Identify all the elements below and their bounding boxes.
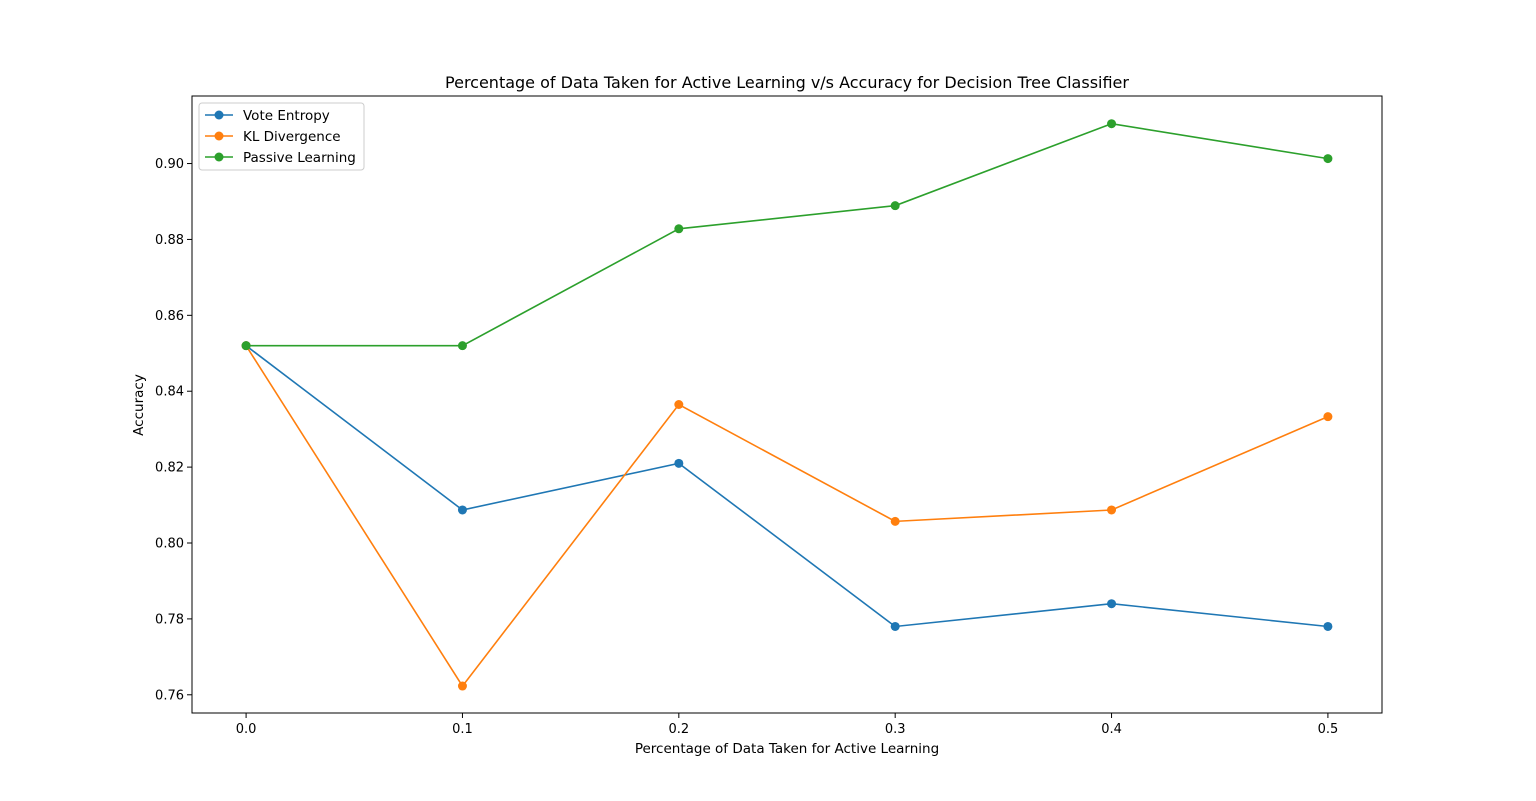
data-point-vote-entropy [457,505,467,515]
y-tick-label: 0.84 [155,385,184,400]
chart-title: Percentage of Data Taken for Active Lear… [445,73,1129,92]
legend-label-kl-divergence: KL Divergence [243,129,341,145]
data-point-passive-learning [890,201,900,211]
y-axis: 0.76 0.78 0.80 0.82 0.84 0.86 0.88 0.90 [155,157,192,703]
data-point-kl-divergence [1323,412,1333,422]
series-line-passive-learning [246,122,1329,347]
x-tick-label: 0.3 [885,722,906,737]
plot-area [191,95,1383,714]
y-tick-label: 0.88 [155,233,184,248]
data-point-passive-learning [457,341,467,351]
data-point-passive-learning [1107,119,1117,129]
data-point-vote-entropy [674,458,684,468]
legend-marker-passive-learning [214,152,224,162]
data-point-kl-divergence [457,681,467,691]
y-tick-label: 0.78 [155,612,184,627]
y-tick-label: 0.90 [155,157,184,172]
x-tick-label: 0.0 [236,722,257,737]
y-tick-label: 0.76 [155,688,184,703]
x-axis: 0.0 0.1 0.2 0.3 0.4 0.5 [236,713,1339,737]
x-tick-label: 0.4 [1101,722,1122,737]
data-point-kl-divergence [1107,505,1117,515]
series-line-kl-divergence [245,345,1329,688]
legend-label-passive-learning: Passive Learning [243,150,356,166]
series-line-vote-entropy [245,345,1328,628]
series-layer [241,119,1333,691]
data-point-vote-entropy [890,621,900,631]
x-tick-label: 0.1 [452,722,473,737]
legend: Vote Entropy KL Divergence Passive Learnin… [198,102,365,171]
legend-marker-kl-divergence [214,131,224,141]
data-point-kl-divergence [674,400,684,409]
data-point-passive-learning [1323,154,1333,164]
y-tick-label: 0.86 [155,309,184,324]
data-point-kl-divergence [890,516,900,526]
legend-box [198,102,365,171]
legend-label-vote-entropy: Vote Entropy [243,108,330,124]
data-point-vote-entropy [1323,621,1333,631]
x-tick-label: 0.5 [1318,722,1339,737]
y-tick-label: 0.82 [155,461,184,476]
x-axis-label: Percentage of Data Taken for Active Lear… [635,741,939,757]
data-point-passive-learning [241,341,251,351]
x-tick-label: 0.2 [668,722,689,737]
legend-marker-vote-entropy [214,110,224,120]
data-point-vote-entropy [1107,599,1117,609]
data-point-passive-learning [674,224,684,234]
y-axis-label: Accuracy [131,374,147,436]
y-tick-label: 0.80 [155,537,184,552]
